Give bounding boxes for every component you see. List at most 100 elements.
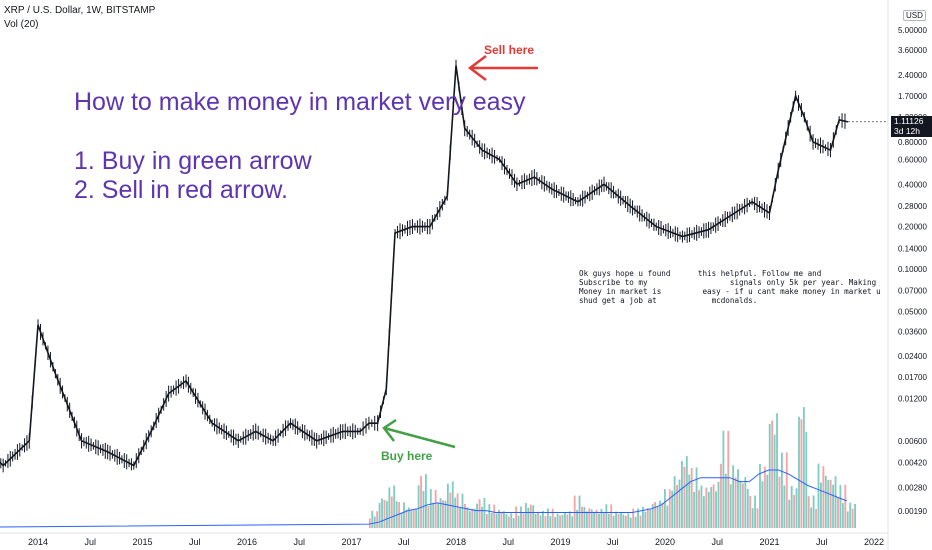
volume-bar	[437, 503, 440, 528]
volume-bar	[527, 507, 530, 528]
volume-bar	[605, 504, 608, 528]
volume-bar	[476, 503, 479, 528]
volume-bar	[595, 509, 598, 528]
volume-bar	[398, 502, 401, 528]
volume-bar	[766, 474, 769, 528]
volume-bar	[720, 463, 722, 528]
y-tick-label: 0.60000	[898, 155, 927, 164]
note-line-2: Subscribe to my signals only 5k per year…	[579, 278, 877, 287]
volume-bar	[534, 513, 537, 528]
volume-bar	[446, 483, 449, 528]
y-tick-label: 0.28000	[898, 202, 927, 211]
volume-bar	[685, 456, 688, 528]
volume-bar	[417, 485, 420, 528]
volume-bar	[698, 490, 700, 528]
x-tick-label: 2022	[864, 537, 884, 547]
x-tick-label: Jul	[293, 537, 305, 547]
volume-bar	[678, 479, 681, 528]
currency-label[interactable]: USD	[903, 10, 926, 21]
volume-bar	[503, 511, 505, 528]
volume-bar	[839, 485, 842, 528]
y-tick-label: 0.01700	[898, 373, 927, 382]
y-tick-label: 3.60000	[898, 46, 927, 55]
volume-bar	[693, 492, 696, 528]
volume-bar	[610, 504, 613, 528]
x-tick-label: 2021	[759, 537, 779, 547]
volume-bar	[851, 508, 854, 528]
volume-bar	[800, 419, 803, 528]
volume-bar	[468, 510, 471, 528]
annotation-step-1: 1. Buy in green arrow	[74, 147, 312, 175]
volume-bar	[817, 463, 820, 528]
volume-bar	[451, 481, 454, 528]
volume-bar	[749, 496, 752, 528]
x-tick-label: Jul	[398, 537, 410, 547]
x-tick-label: 2016	[237, 537, 257, 547]
volume-bar	[385, 501, 388, 528]
volume-bar	[727, 430, 730, 528]
y-tick-label: 0.02400	[898, 352, 927, 361]
volume-bar	[429, 489, 432, 528]
volume-bar	[539, 515, 542, 528]
volume-bar	[754, 495, 757, 528]
volume-bar	[532, 505, 535, 528]
volume-bar	[846, 511, 849, 528]
volume-bar	[544, 516, 547, 528]
volume-bar	[734, 477, 737, 528]
volume-bar	[483, 497, 486, 528]
volume-bar	[515, 506, 518, 528]
volume-bar	[683, 466, 686, 528]
volume-bar	[517, 515, 520, 528]
volume-bar	[571, 516, 574, 528]
volume-bar	[537, 511, 539, 528]
volume-bar	[780, 452, 783, 528]
volume-bar	[810, 507, 813, 528]
volume-bar	[485, 514, 488, 528]
volume-bar	[642, 506, 644, 528]
volume-bar	[776, 413, 778, 528]
volume-bar	[681, 461, 683, 528]
volume-bar	[807, 496, 810, 528]
y-tick-label: 5.00000	[898, 26, 927, 35]
volume-bar	[400, 512, 403, 528]
volume-bar	[627, 513, 630, 528]
x-tick-label: 2017	[341, 537, 361, 547]
last-price-badge: 1.11126 3d 12h	[891, 116, 932, 137]
note-line-3: Money in market is easy - if u cant make…	[579, 287, 881, 296]
volume-bar	[556, 513, 559, 528]
volume-bar	[639, 515, 642, 528]
y-tick-label: 0.00190	[898, 507, 927, 516]
volume-bar	[554, 517, 557, 528]
y-tick-label: 0.10000	[898, 265, 927, 274]
volume-bar	[759, 463, 761, 528]
volume-bar	[434, 490, 437, 528]
volume-bar	[844, 484, 847, 528]
volume-bar	[505, 514, 508, 528]
volume-bar	[834, 476, 837, 528]
y-tick-label: 0.00280	[898, 483, 927, 492]
volume-bar	[820, 482, 822, 528]
volume-bar	[620, 512, 622, 528]
volume-bar	[424, 474, 427, 528]
volume-bar	[661, 503, 664, 528]
volume-bar	[449, 492, 452, 528]
x-tick-label: Jul	[816, 537, 828, 547]
volume-bar	[381, 498, 383, 528]
bar-countdown: 3d 12h	[894, 126, 920, 136]
volume-bar	[841, 502, 844, 528]
volume-bar	[617, 513, 620, 528]
volume-bar	[815, 508, 817, 528]
volume-bar	[412, 508, 415, 528]
volume-bar	[561, 514, 564, 528]
volume-bar	[644, 511, 647, 528]
volume-indicator-label[interactable]: Vol (20)	[4, 19, 39, 30]
volume-bar	[510, 513, 513, 528]
y-tick-label: 0.01200	[898, 394, 927, 403]
volume-bar	[790, 485, 793, 528]
volume-bar	[405, 509, 408, 528]
volume-bar	[854, 503, 856, 528]
volume-bar	[722, 430, 725, 528]
volume-bar	[473, 508, 476, 528]
volume-bar	[795, 488, 798, 528]
